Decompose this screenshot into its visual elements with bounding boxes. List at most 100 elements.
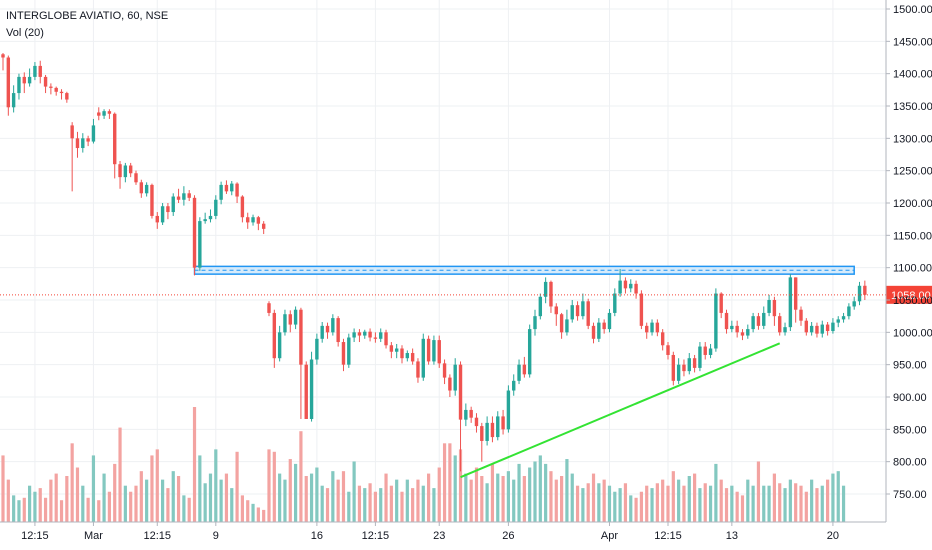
volume-bar — [395, 479, 399, 522]
symbol-title: INTERGLOBE AVIATIO, 60, NSE — [6, 10, 169, 22]
volume-bar — [464, 473, 468, 522]
volume-bar — [778, 483, 782, 522]
volume-bar — [767, 485, 771, 522]
volume-bar — [740, 495, 745, 522]
candle-body — [522, 364, 527, 375]
y-tick-label: 1500.00 — [893, 4, 932, 16]
volume-bar — [528, 467, 532, 522]
volume-bar — [554, 479, 558, 522]
volume-bar — [788, 479, 792, 522]
volume-bar — [182, 495, 186, 522]
y-tick-label: 800.00 — [893, 457, 927, 469]
candle-body — [788, 277, 793, 328]
candle-body — [405, 353, 410, 359]
volume-bar — [629, 495, 633, 522]
volume-bar — [427, 473, 431, 522]
volume-bar — [65, 476, 69, 522]
candle-body — [203, 219, 207, 222]
candle-body — [81, 138, 85, 149]
candle-body — [293, 309, 298, 325]
volume-bar — [501, 476, 505, 522]
price-axis[interactable]: 750.00 800.00 850.00 900.00 950.00 1000.00 105… — [885, 0, 932, 522]
candle-body — [793, 277, 798, 310]
candle-body — [527, 329, 532, 375]
x-tick-label: 12:15 — [144, 530, 172, 542]
candle-body — [240, 196, 245, 218]
candle-body — [11, 93, 16, 108]
candle-body — [756, 316, 761, 326]
candle-body — [437, 340, 441, 364]
volume-bar — [262, 509, 266, 522]
volume-bar — [251, 503, 255, 522]
trendline[interactable] — [460, 342, 781, 479]
volume-bar — [453, 455, 457, 522]
volume-bar — [33, 491, 37, 522]
candle-body — [144, 184, 149, 194]
candle-body — [613, 293, 617, 313]
volume-bar — [682, 485, 686, 522]
x-tick-label: 13 — [726, 530, 738, 542]
volume-bar — [735, 491, 739, 522]
volume-bar — [841, 485, 846, 522]
volume-bar — [299, 431, 303, 522]
volume-bar — [59, 500, 64, 522]
volume-bar — [666, 485, 670, 522]
volume-bar — [113, 463, 117, 522]
volume-bar — [38, 488, 42, 522]
candle-body — [676, 364, 681, 381]
candle-body — [607, 312, 612, 330]
volume-bar — [97, 500, 101, 522]
resistance-zone[interactable] — [193, 265, 855, 275]
candle-body — [671, 354, 676, 381]
volume-indicator-label: Vol (20) — [6, 27, 44, 39]
volume-bar — [389, 485, 393, 522]
candle-body — [373, 337, 378, 339]
candle-body — [448, 377, 452, 391]
candle-body — [767, 300, 771, 313]
volume-bar — [581, 488, 585, 522]
volume-bar — [224, 473, 229, 522]
y-tick-label: 750.00 — [893, 489, 927, 501]
candle-body — [469, 409, 473, 418]
volume-bar — [214, 449, 218, 522]
volume-bar — [336, 479, 340, 522]
candle-body — [341, 342, 346, 365]
candle-body — [49, 86, 53, 88]
candle-body — [602, 322, 606, 330]
volume-bar — [714, 463, 718, 522]
candle-body — [570, 305, 574, 320]
volume-bar — [118, 427, 122, 522]
y-tick-label: 1050.00 — [893, 295, 932, 307]
candle-body — [283, 314, 287, 333]
candle-body — [277, 332, 282, 359]
candle-body — [288, 314, 292, 325]
candle-body — [714, 293, 718, 349]
candle-body — [778, 316, 782, 333]
candle-body — [512, 380, 516, 391]
candle-body — [267, 303, 271, 313]
candle-body — [38, 65, 42, 77]
candle-body — [368, 331, 372, 338]
y-tick-label: 1200.00 — [893, 198, 932, 210]
candle-body — [809, 325, 814, 333]
volume-bar — [28, 485, 32, 522]
volume-bar — [102, 473, 106, 522]
x-tick-label: 9 — [213, 530, 219, 542]
candle-body — [464, 409, 468, 420]
volume-bar — [230, 488, 234, 522]
volume-bar — [304, 476, 308, 522]
volume-bar — [139, 471, 143, 522]
candle-body — [91, 125, 96, 142]
volume-bar — [623, 483, 628, 522]
volume-bar — [272, 451, 276, 522]
candle-body — [618, 280, 622, 294]
candle-body — [6, 57, 11, 108]
volume-bar — [363, 488, 367, 522]
candle-body — [134, 173, 138, 183]
volume-bar — [565, 459, 569, 522]
time-axis[interactable]: 12:15 Mar 12:15 9 16 12:15 23 26 Apr 12:15 13 20 — [0, 521, 886, 542]
candle-body — [113, 113, 117, 165]
x-tick-label: Mar — [84, 530, 103, 542]
candle-body — [325, 325, 330, 333]
